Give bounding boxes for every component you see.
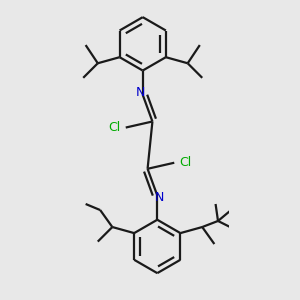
Text: N: N bbox=[155, 191, 164, 204]
Text: Cl: Cl bbox=[179, 156, 191, 169]
Text: N: N bbox=[136, 86, 145, 99]
Text: Cl: Cl bbox=[109, 121, 121, 134]
